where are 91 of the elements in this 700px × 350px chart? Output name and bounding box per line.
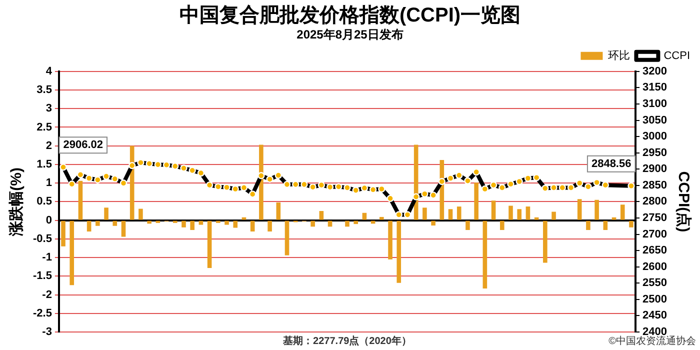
bar bbox=[396, 220, 402, 283]
bar bbox=[620, 204, 625, 220]
y-axis-title: 涨跌幅(%) bbox=[8, 168, 26, 237]
y-tick-label: -0.5 bbox=[32, 232, 52, 245]
bar bbox=[207, 220, 212, 268]
y-tick-label: -2.5 bbox=[32, 307, 52, 320]
y-tick-label: 0.5 bbox=[36, 196, 52, 208]
bar bbox=[422, 208, 427, 220]
bar bbox=[517, 209, 522, 220]
bar bbox=[629, 220, 634, 228]
bar bbox=[319, 211, 324, 220]
bar bbox=[534, 217, 539, 220]
data-label: 2848.56 bbox=[591, 158, 632, 170]
y2-tick-label: 3050 bbox=[642, 114, 668, 126]
bar bbox=[577, 199, 582, 220]
legend-label: CCPI bbox=[664, 50, 690, 62]
bar bbox=[268, 220, 272, 232]
bar bbox=[61, 220, 66, 246]
bar bbox=[190, 220, 194, 230]
bar bbox=[448, 209, 453, 220]
y2-tick-label: 2550 bbox=[642, 277, 668, 290]
bar bbox=[138, 208, 143, 220]
bar bbox=[500, 220, 504, 230]
y-tick-label: 2.5 bbox=[36, 121, 52, 134]
y2-tick-label: 2500 bbox=[642, 293, 668, 306]
legend-label: 环比 bbox=[608, 48, 630, 62]
y2-tick-label: 2600 bbox=[642, 260, 668, 273]
y2-tick-label: 3150 bbox=[642, 82, 668, 94]
y2-tick-label: 3200 bbox=[642, 65, 668, 78]
bar bbox=[482, 220, 488, 288]
bar bbox=[388, 220, 392, 260]
bar bbox=[474, 182, 478, 220]
bar bbox=[224, 220, 229, 225]
bar bbox=[104, 208, 108, 220]
y-tick-label: -1.5 bbox=[32, 270, 52, 282]
bar bbox=[310, 220, 315, 227]
bar bbox=[431, 220, 436, 226]
bar bbox=[508, 206, 513, 220]
chart-title: 中国复合肥批发价格指数(CCPI)一览图 bbox=[179, 4, 521, 27]
bar bbox=[491, 200, 496, 220]
bar bbox=[543, 220, 548, 263]
text: 基期：2277.79点（2020年） bbox=[282, 334, 412, 347]
y2-tick-label: 2950 bbox=[642, 146, 668, 159]
y2-tick-label: 2650 bbox=[642, 244, 668, 257]
chart-subtitle: 2025年8月25日发布 bbox=[296, 28, 404, 42]
bar bbox=[242, 217, 246, 220]
bar bbox=[250, 220, 255, 232]
bar bbox=[362, 212, 367, 220]
y-tick-label: 1 bbox=[46, 177, 52, 190]
bar bbox=[456, 206, 462, 220]
bar bbox=[284, 220, 290, 256]
y2-tick-label: 2700 bbox=[642, 228, 668, 240]
y2-tick-label: 2750 bbox=[642, 212, 668, 224]
y2-axis-title: CCPI(点) bbox=[674, 171, 692, 232]
bar bbox=[594, 200, 599, 220]
y2-tick-label: 2850 bbox=[642, 179, 668, 192]
bar bbox=[112, 220, 118, 226]
bar bbox=[526, 206, 530, 220]
y-tick-label: 3 bbox=[46, 102, 52, 115]
y-tick-label: 4 bbox=[46, 65, 53, 78]
y-tick-label: 1.5 bbox=[36, 158, 52, 171]
bar bbox=[276, 202, 281, 220]
y-tick-label: -1 bbox=[42, 252, 52, 264]
bar bbox=[586, 220, 590, 230]
y2-tick-label: 2800 bbox=[642, 196, 668, 208]
bar bbox=[612, 217, 616, 220]
y-tick-label: 3.5 bbox=[36, 84, 52, 96]
bar bbox=[86, 220, 92, 232]
bar bbox=[603, 220, 608, 230]
bar bbox=[70, 220, 74, 286]
bar bbox=[96, 220, 100, 226]
bar bbox=[147, 220, 152, 224]
bar bbox=[354, 220, 358, 224]
y2-tick-label: 3100 bbox=[642, 98, 668, 110]
bar bbox=[233, 220, 238, 228]
y2-tick-label: 2900 bbox=[642, 163, 668, 176]
y2-tick-label: 3000 bbox=[642, 130, 668, 143]
y-tick-label: -3 bbox=[42, 326, 52, 338]
bar bbox=[552, 212, 556, 220]
y-tick-label: 0 bbox=[46, 214, 52, 226]
y-tick-label: 2 bbox=[46, 140, 52, 152]
data-label: 2906.02 bbox=[63, 139, 104, 152]
y-tick-label: -2 bbox=[42, 288, 52, 301]
bar bbox=[121, 220, 126, 237]
bar bbox=[198, 220, 204, 225]
bar bbox=[345, 220, 350, 227]
bar bbox=[182, 220, 186, 228]
bar bbox=[78, 180, 83, 220]
bar bbox=[380, 216, 384, 220]
y2-tick-label: 2450 bbox=[642, 310, 668, 322]
bar bbox=[466, 220, 470, 230]
